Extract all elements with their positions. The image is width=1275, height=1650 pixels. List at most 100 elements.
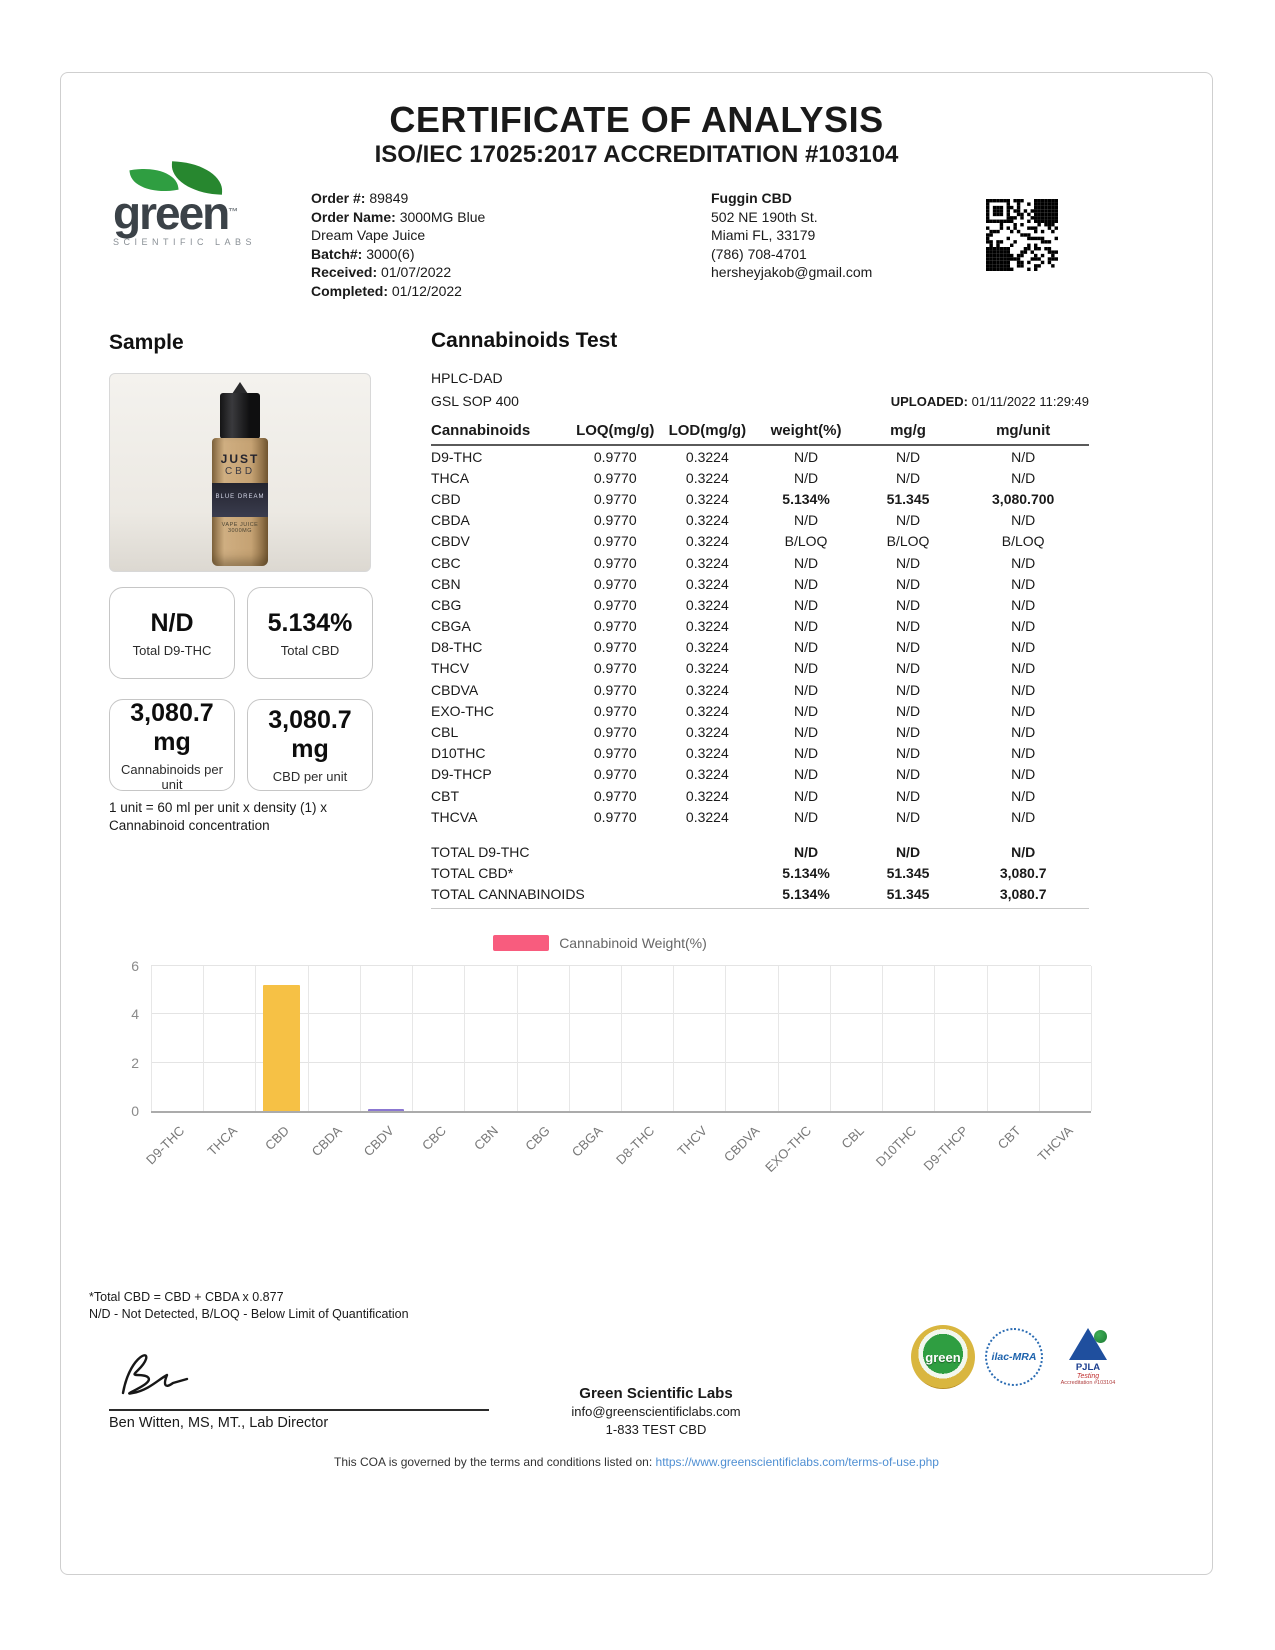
table-cell: N/D	[1011, 787, 1036, 804]
coa-document: CERTIFICATE OF ANALYSIS ISO/IEC 17025:20…	[60, 72, 1213, 1575]
chart-plot-area: 6 4 2 0	[131, 958, 1092, 1119]
table-cell: THCA	[431, 469, 470, 486]
stat-value: 3,080.7 mg	[268, 706, 352, 763]
gridline	[203, 966, 205, 1111]
table-row: CBDVA 0.9770 0.3224 N/D N/D N/D	[431, 679, 1089, 700]
table-cell: N/D	[1011, 702, 1036, 719]
table-cell: 0.9770	[593, 702, 637, 719]
terms-link[interactable]: https://www.greenscientificlabs.com/term…	[655, 1455, 939, 1469]
column-header: LOD(mg/g)	[661, 419, 754, 446]
table-cell: 0.3224	[685, 490, 729, 507]
table-cell: 0.9770	[593, 533, 637, 550]
table-cell: 0.9770	[593, 554, 637, 571]
chart-legend: Cannabinoid Weight(%)	[109, 935, 1091, 951]
table-cell: N/D	[895, 724, 921, 741]
stat-label: CBD per unit	[272, 769, 348, 784]
column-header: mg/unit	[957, 419, 1089, 446]
gridline	[882, 966, 884, 1111]
total-row: TOTAL CBD* 5.134% 51.345 3,080.7	[431, 863, 1089, 884]
table-cell: N/D	[793, 448, 819, 465]
table-cell: CBD	[431, 490, 461, 507]
stat-card: 5.134% Total CBD	[247, 587, 373, 679]
stat-value: 3,080.7 mg	[130, 698, 214, 756]
table-cell: D8-THC	[431, 639, 483, 656]
stat-card: 3,080.7 mg Cannabinoids per unit	[109, 698, 235, 792]
pjla-triangle-icon	[1069, 1328, 1107, 1360]
order-field: Order Name: 3000MG Blue Dream Vape Juice	[311, 208, 486, 244]
client-field: 502 NE 190th St.	[711, 208, 818, 225]
order-field: Completed: 01/12/2022	[311, 282, 462, 299]
table-row: EXO-THC 0.9770 0.3224 N/D N/D N/D	[431, 700, 1089, 721]
table-cell: N/D	[895, 745, 921, 762]
client-name: Fuggin CBD	[711, 190, 792, 206]
gridline	[412, 966, 414, 1111]
gridline	[621, 966, 622, 1111]
signature	[121, 1354, 189, 1395]
table-cell: 0.3224	[685, 575, 729, 592]
sample-product-photo: JUST CBD BLUE DREAM VAPE JUICE 3000MG	[109, 373, 371, 572]
table-cell: CBC	[431, 554, 461, 571]
lab-name: Green Scientific Labs	[579, 1385, 733, 1402]
table-cell: N/D	[895, 787, 921, 804]
table-cell: N/D	[1011, 448, 1036, 465]
client-field: hersheyjakob@gmail.com	[711, 264, 873, 280]
order-field: Order #: 89849	[311, 190, 409, 206]
table-cell: N/D	[1011, 596, 1036, 613]
table-cell: N/D	[895, 660, 921, 677]
bottle-label: JUST CBD BLUE DREAM VAPE JUICE 3000MG	[212, 438, 268, 566]
table-cell: 0.9770	[593, 639, 637, 656]
table-cell: 0.3224	[685, 681, 729, 698]
logo-wordmark: green™	[113, 161, 293, 236]
cannabinoids-test-section: Cannabinoids Test HPLC-DAD GSL SOP 400 U…	[431, 329, 1089, 910]
green-scientific-labs-logo: green™ SCIENTIFIC LABS	[113, 161, 293, 247]
table-cell: N/D	[793, 808, 819, 825]
page-title: CERTIFICATE OF ANALYSIS	[389, 99, 884, 140]
table-cell: N/D	[1011, 639, 1036, 656]
total-value: N/D	[895, 843, 921, 860]
table-cell: N/D	[895, 448, 921, 465]
bottle-brand-line1: JUST	[220, 452, 260, 466]
table-cell: CBGA	[431, 618, 471, 635]
table-cell: N/D	[793, 618, 819, 635]
total-name: TOTAL CANNABINOIDS	[431, 883, 754, 910]
table-cell: 0.9770	[593, 596, 637, 613]
ilac-mra-badge: ilac-MRA	[985, 1328, 1043, 1386]
table-row: CBD 0.9770 0.3224 5.134% 51.345 3,080.700	[431, 488, 1089, 509]
table-cell: N/D	[895, 702, 921, 719]
table-cell: N/D	[895, 639, 921, 656]
table-cell: N/D	[793, 596, 819, 613]
terms-line: This COA is governed by the terms and co…	[334, 1455, 939, 1469]
table-cell: CBDV	[431, 533, 470, 550]
stat-value: 5.134%	[267, 608, 353, 637]
table-cell: 0.3224	[685, 639, 729, 656]
table-row: CBGA 0.9770 0.3224 N/D N/D N/D	[431, 616, 1089, 637]
table-cell: 5.134%	[782, 490, 830, 507]
gridline	[255, 966, 257, 1111]
uploaded-timestamp: UPLOADED: 01/11/2022 11:29:49	[890, 394, 1089, 409]
table-cell: N/D	[895, 618, 921, 635]
y-axis-tick: 2	[131, 1054, 139, 1071]
chart-bar	[367, 1109, 405, 1111]
table-cell: 0.3224	[685, 745, 729, 762]
bottle-flavor: BLUE DREAM	[212, 483, 268, 517]
table-cell: N/D	[793, 639, 819, 656]
table-row: CBDA 0.9770 0.3224 N/D N/D N/D	[431, 510, 1089, 531]
total-value: 5.134%	[753, 883, 859, 910]
table-cell: N/D	[793, 660, 819, 677]
total-value: 3,080.7	[999, 865, 1047, 882]
table-row: CBG 0.9770 0.3224 N/D N/D N/D	[431, 594, 1089, 615]
table-row: THCA 0.9770 0.3224 N/D N/D N/D	[431, 467, 1089, 488]
table-cell: N/D	[793, 724, 819, 741]
pjla-badge: PJLA Testing Accreditation #103104	[1053, 1328, 1123, 1386]
table-cell: N/D	[895, 766, 921, 783]
legend-label: Cannabinoid Weight(%)	[559, 935, 707, 951]
gridline	[151, 965, 1091, 966]
chart-bar	[263, 985, 300, 1111]
table-cell: N/D	[895, 596, 921, 613]
gridline	[725, 966, 727, 1111]
table-row: CBT 0.9770 0.3224 N/D N/D N/D	[431, 785, 1089, 806]
table-cell: 0.3224	[685, 533, 729, 550]
table-cell: N/D	[895, 808, 921, 825]
total-value: 3,080.7	[957, 883, 1089, 910]
bottle-tip	[232, 382, 248, 394]
